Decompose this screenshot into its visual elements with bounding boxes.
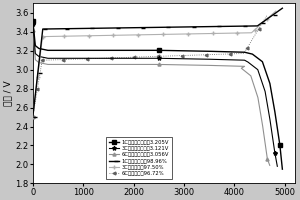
3C充电恒流比97.50% xyxy=(251,30,255,32)
1C放电中値电压：3.205V xyxy=(243,51,246,53)
6C放电中値电压：3.056V xyxy=(243,65,246,68)
3C充电恒流比97.50% xyxy=(31,116,34,118)
1C放电中値电压：3.205V xyxy=(31,19,34,22)
1C放电中値电压：3.205V xyxy=(273,111,277,113)
6C充电恒流比96.72% xyxy=(31,116,34,118)
1C放电中値电压：3.205V xyxy=(278,144,282,146)
Y-axis label: 电压 / V: 电压 / V xyxy=(4,81,13,106)
Line: 1C充电恒流比：98.96%: 1C充电恒流比：98.96% xyxy=(31,6,284,119)
1C充电恒流比：98.96% xyxy=(40,40,43,43)
6C放电中値电压：3.056V xyxy=(71,63,75,66)
6C充电恒流比96.72% xyxy=(242,52,246,55)
1C充电恒流比：98.96% xyxy=(256,25,259,27)
3C放电中値电压：3.121V xyxy=(46,57,50,59)
1C放电中値电压：3.205V xyxy=(46,49,50,52)
6C放电中値电压：3.056V xyxy=(46,63,50,66)
Line: 1C放电中値电压：3.205V: 1C放电中値电压：3.205V xyxy=(31,19,284,171)
Line: 6C放电中値电压：3.056V: 6C放电中値电压：3.056V xyxy=(31,28,271,167)
3C放电中値电压：3.121V xyxy=(37,55,40,58)
6C放电中値电压：3.056V xyxy=(239,67,243,69)
3C放电中値电压：3.121V xyxy=(34,52,37,55)
6C放电中値电压：3.056V xyxy=(208,64,211,67)
1C充电恒流比：98.96% xyxy=(257,23,261,26)
1C放电中値电压：3.205V xyxy=(37,47,40,50)
6C充电恒流比96.72% xyxy=(244,50,247,52)
3C充电恒流比97.50% xyxy=(83,35,87,37)
3C放电中値电压：3.121V xyxy=(106,57,110,59)
1C放电中値电压：3.205V xyxy=(71,49,75,52)
1C充电恒流比：98.96% xyxy=(212,25,216,28)
3C放电中値电压：3.121V xyxy=(71,57,75,59)
3C放电中値电压：3.121V xyxy=(243,59,246,61)
6C放电中値电压：3.056V xyxy=(37,61,40,64)
6C放电中値电压：3.056V xyxy=(268,164,272,167)
3C放电中値电压：3.121V xyxy=(31,23,34,26)
6C充电恒流比96.72% xyxy=(259,25,262,27)
3C放电中値电压：3.121V xyxy=(208,58,211,60)
1C充电恒流比：98.96% xyxy=(273,12,277,14)
1C放电中値电压：3.205V xyxy=(268,82,272,85)
3C放电中値电压：3.121V xyxy=(157,57,160,59)
6C放电中値电压：3.056V xyxy=(106,63,110,66)
3C放电中値电压：3.121V xyxy=(275,165,279,168)
1C放电中値电压：3.205V xyxy=(261,60,264,63)
6C放电中値电压：3.056V xyxy=(249,75,253,77)
6C放电中値电压：3.056V xyxy=(32,38,36,41)
3C放电中値电压：3.121V xyxy=(268,119,272,121)
6C放电中値电压：3.056V xyxy=(34,59,37,61)
6C充电恒流比96.72% xyxy=(266,14,269,16)
Line: 6C充电恒流比96.72%: 6C充电恒流比96.72% xyxy=(32,13,268,118)
3C放电中値电压：3.121V xyxy=(32,33,36,35)
3C充电恒流比97.50% xyxy=(274,10,278,12)
1C放电中値电压：3.205V xyxy=(106,49,110,52)
1C放电中値电压：3.205V xyxy=(208,50,211,52)
1C充电恒流比：98.96% xyxy=(280,7,284,9)
3C充电恒流比97.50% xyxy=(39,47,43,49)
6C放电中値电压：3.056V xyxy=(256,96,260,99)
3C放电中値电压：3.121V xyxy=(246,61,250,63)
6C放电中値电压：3.056V xyxy=(157,63,160,66)
1C放电中値电压：3.205V xyxy=(250,53,254,55)
6C放电中値电压：3.056V xyxy=(266,158,269,160)
1C放电中値电压：3.205V xyxy=(34,44,37,47)
3C放电中値电压：3.121V xyxy=(263,90,267,93)
Line: 3C放电中値电压：3.121V: 3C放电中値电压：3.121V xyxy=(31,22,279,168)
6C放电中値电压：3.056V xyxy=(31,29,34,31)
6C充电恒流比96.72% xyxy=(81,58,85,60)
3C放电中値电压：3.121V xyxy=(256,68,260,71)
6C充电恒流比96.72% xyxy=(201,54,205,56)
6C充电恒流比96.72% xyxy=(39,67,43,70)
3C充电恒流比97.50% xyxy=(207,32,211,35)
3C充电恒流比97.50% xyxy=(267,16,271,18)
Legend: 1C放电中値电压：3.205V, 3C放电中値电压：3.121V, 6C放电中値电压：3.056V, 1C充电恒流比：98.96%, 3C充电恒流比97.50%: 1C放电中値电压：3.205V, 3C放电中値电压：3.121V, 6C放电中値… xyxy=(106,137,172,179)
Line: 3C充电恒流比97.50%: 3C充电恒流比97.50% xyxy=(31,9,278,119)
1C放电中値电压：3.205V xyxy=(32,29,36,32)
1C放电中値电压：3.205V xyxy=(280,168,284,170)
1C放电中値电压：3.205V xyxy=(157,49,160,52)
1C充电恒流比：98.96% xyxy=(31,116,34,118)
6C放电中値电压：3.056V xyxy=(261,125,265,127)
3C放电中値电压：3.121V xyxy=(273,152,277,154)
3C充电恒流比97.50% xyxy=(250,32,253,34)
1C充电恒流比：98.96% xyxy=(85,27,88,30)
